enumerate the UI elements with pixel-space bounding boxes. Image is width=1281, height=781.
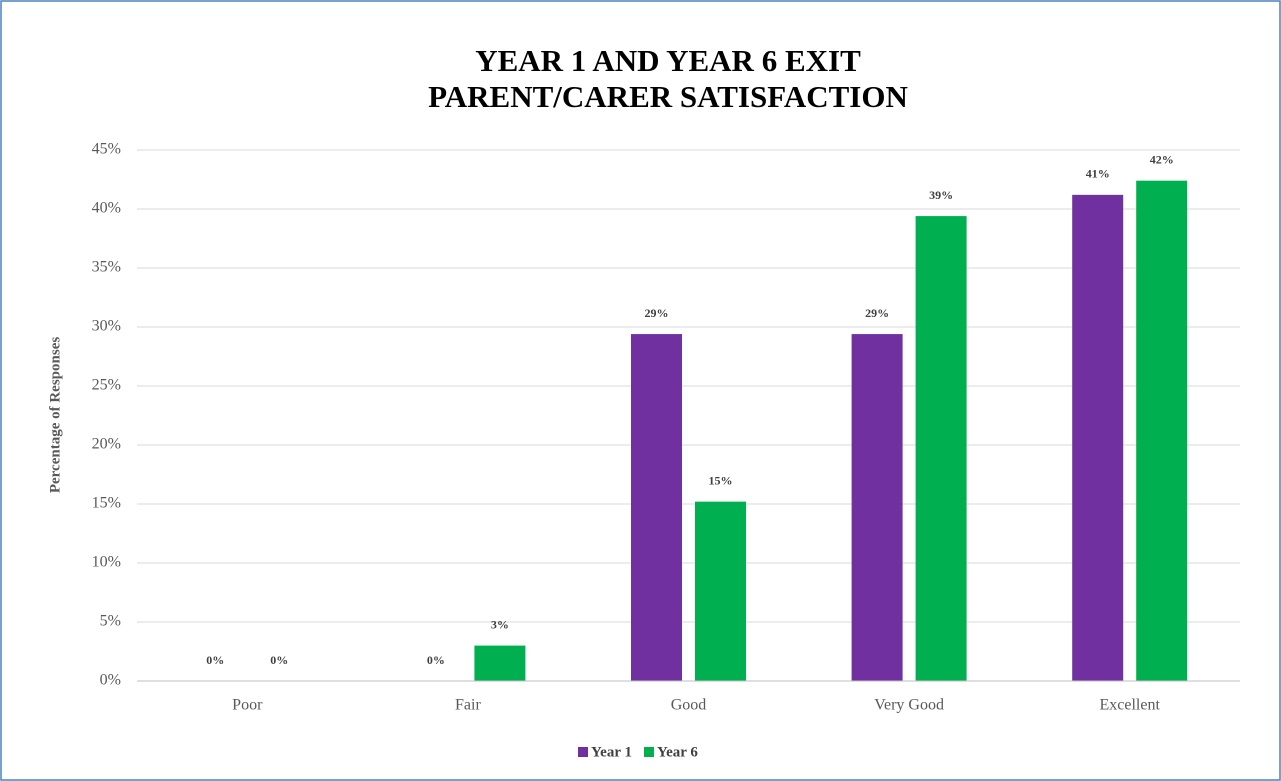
value-label: 3% bbox=[491, 617, 509, 631]
bar bbox=[695, 501, 746, 681]
x-tick-label: Poor bbox=[232, 697, 263, 714]
value-label: 0% bbox=[427, 653, 445, 667]
chart-title: PARENT/CARER SATISFACTION bbox=[428, 79, 908, 114]
y-tick-label: 30% bbox=[92, 318, 121, 335]
x-tick-label: Good bbox=[671, 697, 707, 714]
value-label: 15% bbox=[709, 473, 733, 487]
y-tick-label: 5% bbox=[100, 613, 121, 630]
y-tick-label: 25% bbox=[92, 377, 121, 394]
y-tick-label: 20% bbox=[92, 436, 121, 453]
y-axis-title: Percentage of Responses bbox=[47, 337, 63, 494]
legend-label: Year 1 bbox=[591, 744, 632, 760]
bar bbox=[915, 216, 967, 681]
y-tick-label: 0% bbox=[100, 672, 121, 689]
chart-title: YEAR 1 AND YEAR 6 EXIT bbox=[475, 43, 861, 78]
x-tick-label: Excellent bbox=[1099, 697, 1160, 714]
y-tick-label: 35% bbox=[92, 259, 121, 276]
x-tick-label: Very Good bbox=[874, 697, 944, 714]
value-label: 39% bbox=[929, 188, 953, 202]
bar bbox=[631, 334, 682, 681]
y-tick-label: 10% bbox=[92, 554, 121, 571]
bar bbox=[474, 645, 526, 681]
value-label: 0% bbox=[206, 653, 224, 667]
y-tick-label: 15% bbox=[92, 495, 121, 512]
bar bbox=[1072, 194, 1124, 681]
value-label: 0% bbox=[270, 653, 288, 667]
bar bbox=[1136, 180, 1188, 681]
y-tick-label: 45% bbox=[92, 141, 121, 158]
value-label: 41% bbox=[1086, 167, 1110, 181]
bar bbox=[851, 334, 903, 681]
value-label: 29% bbox=[645, 306, 669, 320]
legend-swatch bbox=[643, 747, 654, 757]
value-label: 29% bbox=[865, 306, 889, 320]
x-tick-label: Fair bbox=[455, 697, 481, 714]
legend-label: Year 6 bbox=[657, 744, 698, 760]
value-label: 42% bbox=[1150, 152, 1174, 166]
legend-swatch bbox=[578, 747, 588, 757]
y-tick-label: 40% bbox=[92, 200, 121, 217]
